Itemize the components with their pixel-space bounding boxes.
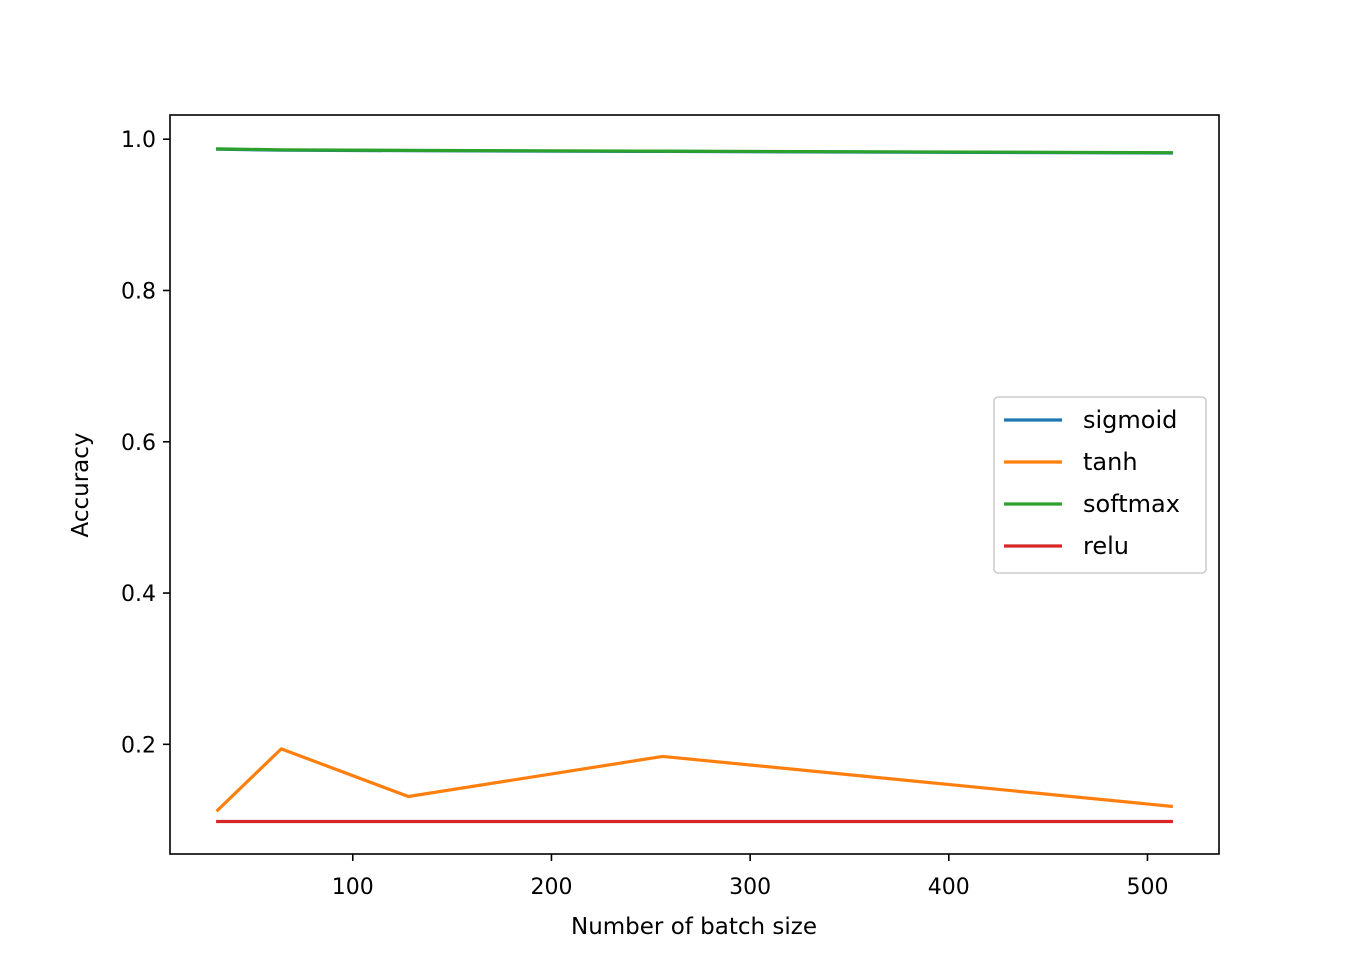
y-axis-ticks: 0.2 0.4 0.6 0.8 1.0 — [121, 128, 170, 758]
legend-label-sigmoid: sigmoid — [1083, 406, 1177, 434]
x-tick-label: 100 — [332, 875, 374, 900]
y-tick-label: 1.0 — [121, 128, 156, 153]
legend-label-relu: relu — [1083, 532, 1129, 560]
y-axis-title: Accuracy — [68, 432, 94, 537]
legend-label-softmax: softmax — [1083, 490, 1180, 518]
plot-frame — [169, 114, 1220, 855]
legend: sigmoid tanh softmax relu — [993, 396, 1207, 574]
y-tick-label: 0.8 — [121, 279, 156, 304]
y-tick-label: 0.4 — [121, 582, 156, 607]
x-tick-label: 300 — [729, 875, 771, 900]
x-tick-label: 500 — [1126, 875, 1168, 900]
legend-box — [993, 396, 1207, 574]
legend-label-tanh: tanh — [1083, 448, 1138, 476]
plot-series-group — [215, 147, 1174, 824]
x-axis-ticks: 100 200 300 400 500 — [332, 854, 1168, 900]
x-tick-label: 200 — [530, 875, 572, 900]
y-tick-label: 0.6 — [121, 431, 156, 456]
x-tick-label: 400 — [928, 875, 970, 900]
x-axis-title: Number of batch size — [571, 914, 817, 940]
series-line-softmax — [216, 147, 1173, 155]
y-tick-label: 0.2 — [121, 733, 156, 758]
series-line-tanh — [215, 747, 1174, 813]
